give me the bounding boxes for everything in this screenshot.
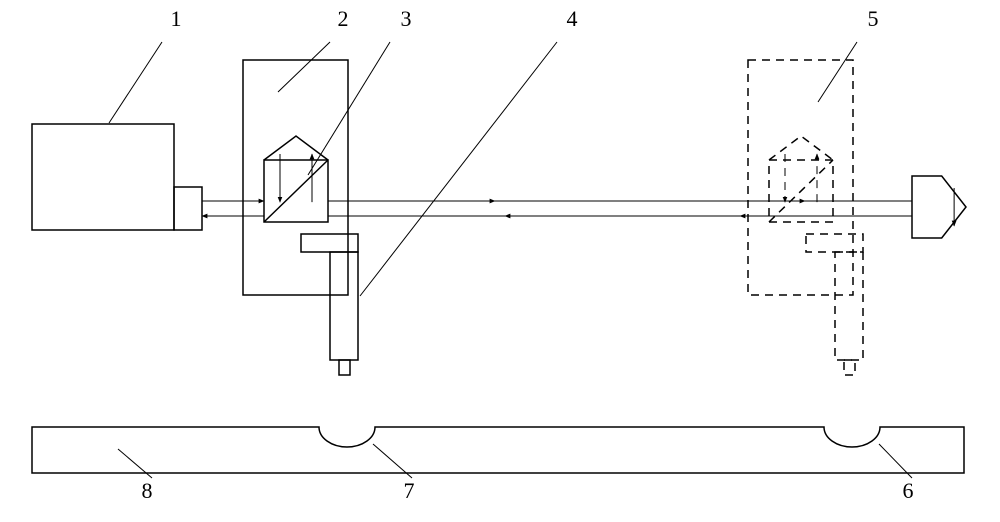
probe-5-tip	[844, 360, 855, 375]
probe-4-shaft	[330, 252, 358, 360]
probe-5-connector	[806, 234, 863, 252]
prism-5-roof	[769, 136, 833, 160]
label-3: 3	[401, 6, 412, 31]
label-8: 8	[142, 478, 153, 503]
probe-4-tip	[339, 360, 350, 375]
retroreflector	[912, 176, 966, 238]
device-1-body	[32, 124, 174, 230]
prism-5-diagonal	[769, 160, 833, 222]
leader-1	[109, 42, 162, 123]
label-5: 5	[868, 6, 879, 31]
schematic-diagram: 1 2 3 4 5 6 7 8	[0, 0, 1000, 522]
probe-4-connector	[301, 234, 358, 252]
label-2: 2	[338, 6, 349, 31]
carriage-2	[243, 60, 348, 295]
leader-3	[308, 42, 390, 175]
device-1-nozzle	[174, 187, 202, 230]
prism-3-roof	[264, 136, 328, 160]
carriage-5	[748, 60, 853, 295]
label-1: 1	[171, 6, 182, 31]
label-7: 7	[404, 478, 415, 503]
leader-4	[360, 42, 557, 296]
label-4: 4	[567, 6, 578, 31]
probe-5-shaft	[835, 252, 863, 360]
leader-2	[278, 42, 330, 92]
leader-5	[818, 42, 857, 102]
workpiece-8	[32, 427, 964, 473]
label-6: 6	[903, 478, 914, 503]
prism-3-diagonal	[264, 160, 328, 222]
